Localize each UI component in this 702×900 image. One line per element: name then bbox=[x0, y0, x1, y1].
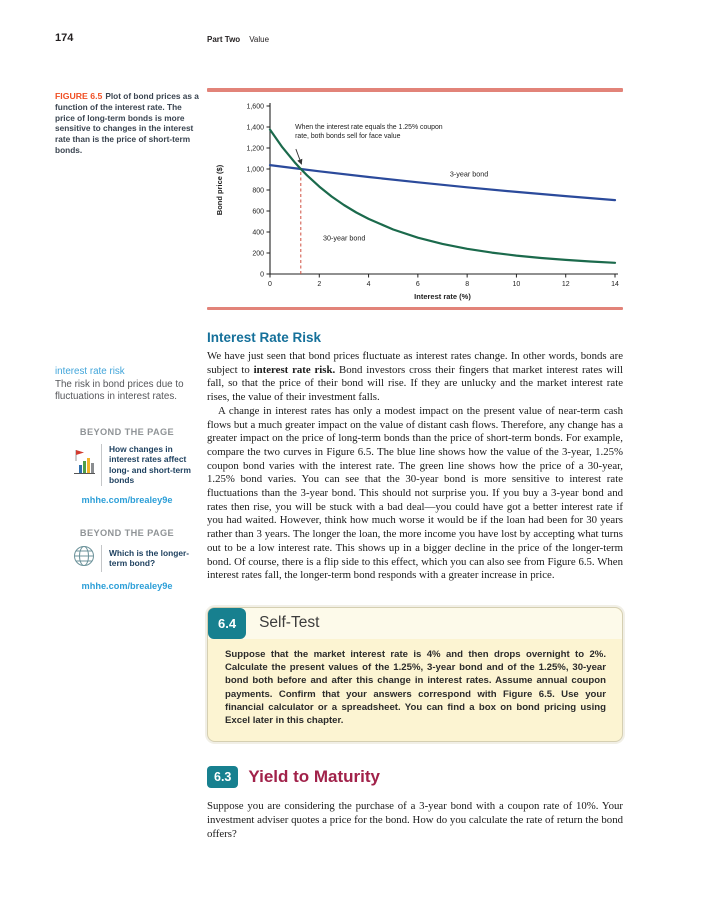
running-head: Part Two Value bbox=[207, 35, 269, 44]
figure-label: FIGURE 6.5 bbox=[55, 91, 103, 101]
key-term: interest rate risk bbox=[55, 366, 125, 377]
main-column: Interest Rate Risk We have just seen tha… bbox=[207, 330, 623, 841]
paragraph-1-text: Bond investors cross their fingers that … bbox=[207, 363, 623, 404]
bar-chart-flag-icon bbox=[73, 449, 97, 480]
svg-text:2: 2 bbox=[317, 281, 321, 288]
svg-text:When the interest rate equals: When the interest rate equals the 1.25% … bbox=[295, 124, 443, 131]
running-head-part: Part Two bbox=[207, 35, 241, 44]
beyond-the-page-link[interactable]: mhhe.com/brealey9e bbox=[81, 494, 173, 505]
chart-top-rule bbox=[207, 88, 623, 92]
self-test-number-badge: 6.4 bbox=[208, 607, 247, 639]
heading-interest-rate-risk: Interest Rate Risk bbox=[207, 330, 322, 345]
divider bbox=[101, 443, 102, 486]
figure-caption-text: Plot of bond prices as a function of the… bbox=[55, 91, 199, 155]
margin-notes: interest rate risk The risk in bond pric… bbox=[55, 366, 199, 591]
running-head-title: Value bbox=[249, 35, 270, 44]
self-test-body: Suppose that the market interest rate is… bbox=[225, 648, 606, 726]
svg-text:8: 8 bbox=[465, 281, 469, 288]
section-intro-paragraph: Suppose you are considering the purchase… bbox=[207, 800, 623, 840]
beyond-the-page-heading: BEYOND THE PAGE bbox=[79, 426, 175, 437]
divider bbox=[101, 544, 102, 572]
key-term-definition: The risk in bond prices due to fluctuati… bbox=[55, 379, 184, 403]
beyond-the-page-text: Which is the longer-term bond? bbox=[109, 547, 190, 569]
beyond-the-page-text: How changes in interest rates affect lon… bbox=[109, 443, 191, 486]
svg-text:10: 10 bbox=[513, 281, 521, 288]
svg-text:1,600: 1,600 bbox=[246, 103, 264, 110]
svg-text:Bond price ($): Bond price ($) bbox=[215, 164, 224, 215]
svg-text:600: 600 bbox=[252, 208, 264, 215]
self-test-title: Self-Test bbox=[259, 614, 320, 632]
key-term-inline: interest rate risk. bbox=[253, 363, 336, 376]
section-title: Yield to Maturity bbox=[248, 767, 380, 787]
self-test-box: 6.4 Self-Test Suppose that the market in… bbox=[207, 606, 623, 743]
svg-text:0: 0 bbox=[260, 271, 264, 278]
svg-text:4: 4 bbox=[367, 281, 371, 288]
paragraph-1: We have just seen that bond prices fluct… bbox=[207, 350, 623, 405]
page-number: 174 bbox=[55, 32, 74, 44]
svg-text:1,000: 1,000 bbox=[246, 166, 264, 173]
svg-text:Interest rate (%): Interest rate (%) bbox=[414, 292, 471, 301]
self-test-header: 6.4 Self-Test bbox=[208, 607, 622, 639]
bond-price-chart: 0 200 400 600 800 1,000 1,200 1,400 1,600 0 2 4 6 8 10… bbox=[215, 102, 619, 301]
svg-text:800: 800 bbox=[252, 187, 264, 194]
figure-caption: FIGURE 6.5 Plot of bond prices as a funct… bbox=[55, 91, 202, 156]
section-heading-6-3: 6.3 Yield to Maturity bbox=[207, 766, 623, 789]
svg-text:12: 12 bbox=[562, 281, 570, 288]
svg-text:1,200: 1,200 bbox=[246, 145, 264, 152]
paragraph-1-text: We have just seen that bond prices fluct… bbox=[207, 350, 623, 376]
svg-text:rate, both bonds sell for face: rate, both bonds sell for face value bbox=[295, 133, 401, 140]
svg-text:6: 6 bbox=[416, 281, 420, 288]
beyond-the-page-1: BEYOND THE PAGE How changes in interest … bbox=[55, 427, 199, 505]
paragraph-2: A change in interest rates has only a mo… bbox=[207, 404, 623, 582]
svg-text:3-year bond: 3-year bond bbox=[450, 169, 488, 178]
figure-chart: 0 200 400 600 800 1,000 1,200 1,400 1,600 0 2 4 6 8 10… bbox=[207, 88, 623, 310]
beyond-the-page-link[interactable]: mhhe.com/brealey9e bbox=[81, 580, 173, 591]
beyond-the-page-heading: BEYOND THE PAGE bbox=[79, 527, 175, 538]
svg-text:30-year bond: 30-year bond bbox=[323, 233, 365, 242]
svg-text:200: 200 bbox=[252, 250, 264, 257]
beyond-the-page-2: BEYOND THE PAGE Which is the longer-term… bbox=[55, 528, 199, 591]
svg-text:400: 400 bbox=[252, 229, 264, 236]
globe-icon bbox=[73, 545, 97, 572]
section-number-badge: 6.3 bbox=[207, 766, 239, 789]
svg-text:1,400: 1,400 bbox=[246, 124, 264, 131]
svg-text:0: 0 bbox=[268, 281, 272, 288]
chart-bottom-rule bbox=[207, 306, 623, 310]
svg-text:14: 14 bbox=[611, 281, 619, 288]
